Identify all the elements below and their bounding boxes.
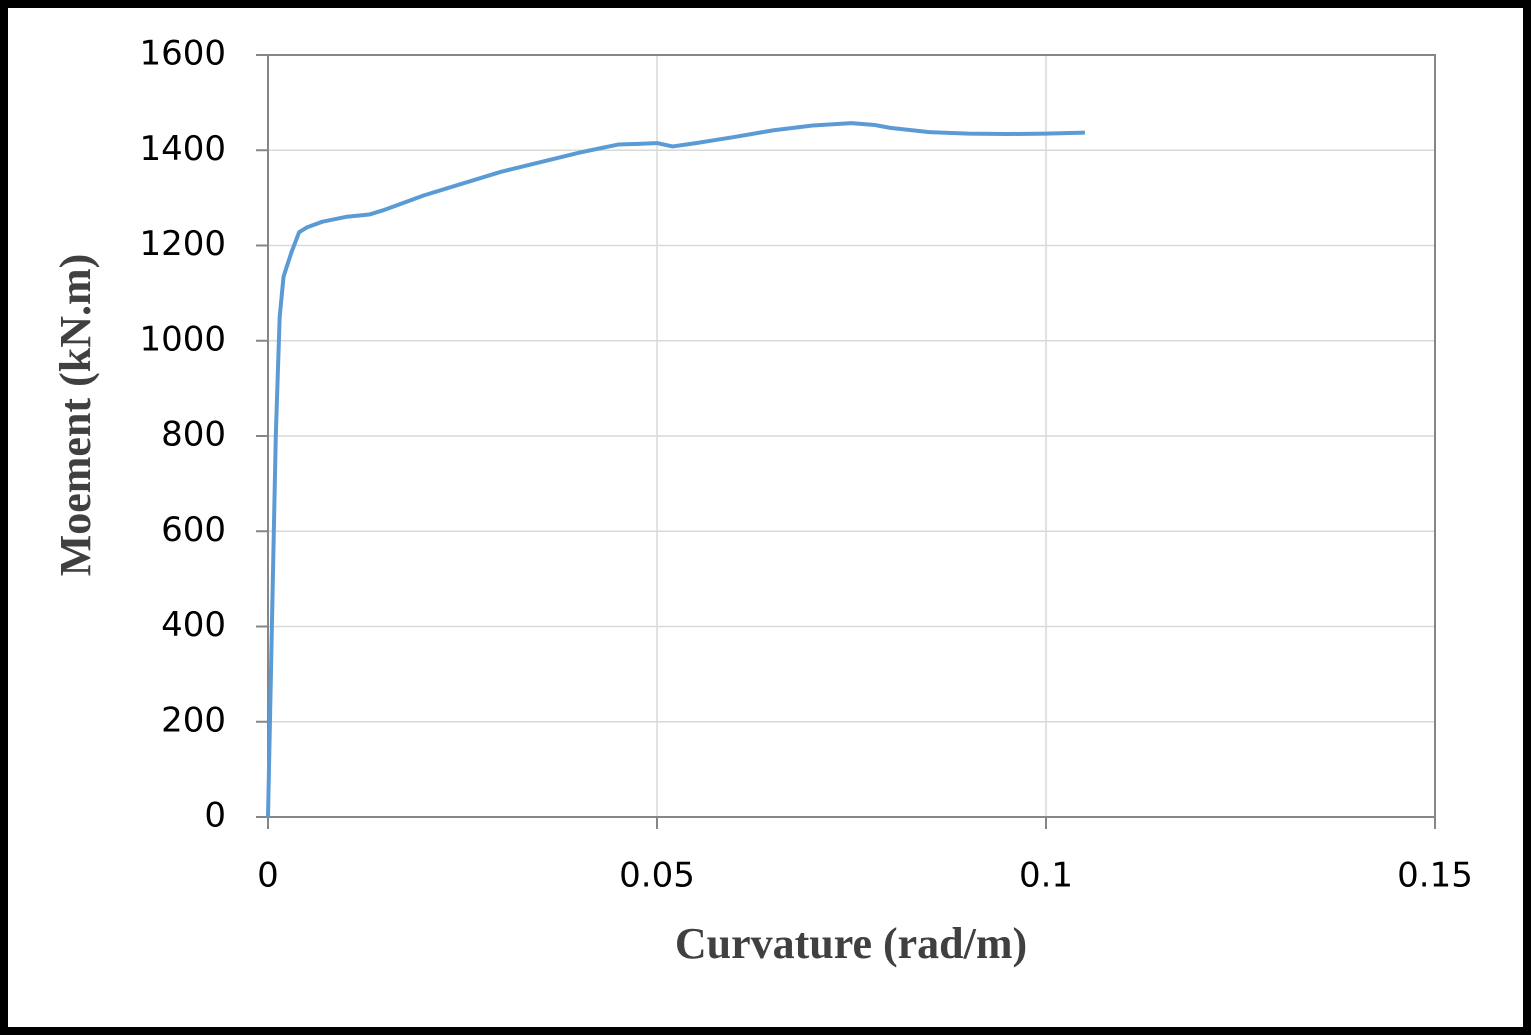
y-tick-label: 1000 <box>139 319 226 359</box>
plot-border <box>267 54 1436 818</box>
y-tick-label: 1600 <box>139 34 226 74</box>
y-tick-label: 400 <box>161 605 226 645</box>
y-tick-label: 1200 <box>139 224 226 264</box>
x-tick-label: 0.1 <box>1019 856 1073 896</box>
x-tick-label: 0 <box>257 856 279 896</box>
x-axis-title: Curvature (rad/m) <box>675 919 1027 968</box>
y-tick-label: 0 <box>204 796 226 836</box>
y-tick-label: 200 <box>161 700 226 740</box>
data-line <box>266 121 1085 818</box>
y-axis-title: Moement (kN.m) <box>51 254 100 577</box>
y-tick-label: 600 <box>161 510 226 550</box>
x-tick-label: 0.15 <box>1397 856 1473 896</box>
y-tick-label: 800 <box>161 415 226 455</box>
x-tick-label: 0.05 <box>619 856 695 896</box>
y-tick-label: 1400 <box>139 129 226 169</box>
